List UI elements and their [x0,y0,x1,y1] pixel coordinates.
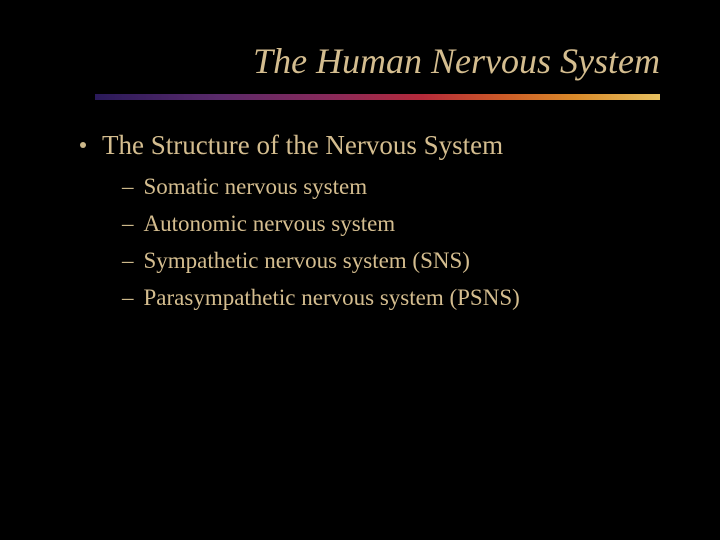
slide-title: The Human Nervous System [0,0,720,94]
dash-icon: – [122,171,134,202]
slide: The Human Nervous System The Structure o… [0,0,720,540]
dash-icon: – [122,282,134,313]
dash-icon: – [122,245,134,276]
sub-text: Sympathetic nervous system (SNS) [144,245,470,276]
sub-item: – Parasympathetic nervous system (PSNS) [122,282,660,313]
sub-text: Somatic nervous system [144,171,368,202]
dash-icon: – [122,208,134,239]
sub-text: Parasympathetic nervous system (PSNS) [144,282,520,313]
sublist: – Somatic nervous system – Autonomic ner… [80,171,660,313]
sub-item: – Somatic nervous system [122,171,660,202]
bullet-dot-icon [80,142,86,148]
sub-item: – Sympathetic nervous system (SNS) [122,245,660,276]
sub-item: – Autonomic nervous system [122,208,660,239]
sub-text: Autonomic nervous system [144,208,396,239]
bullet-text: The Structure of the Nervous System [102,128,503,163]
divider-line [95,94,660,100]
bullet-item: The Structure of the Nervous System [80,128,660,163]
content-area: The Structure of the Nervous System – So… [0,128,720,313]
